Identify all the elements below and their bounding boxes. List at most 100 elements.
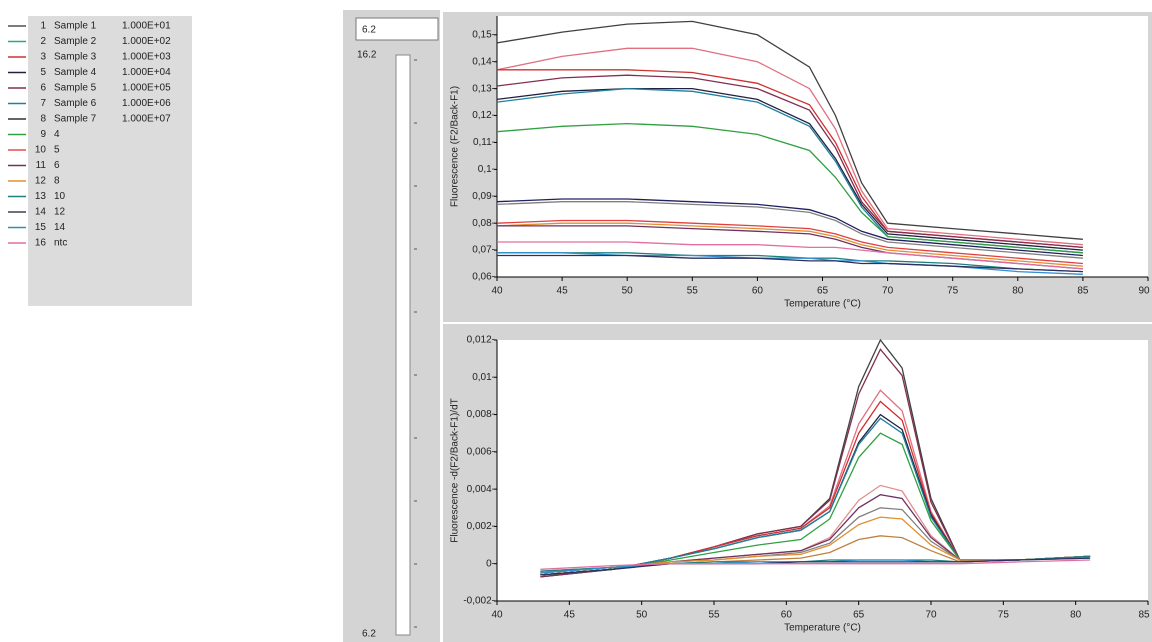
legend-name: 8 (54, 176, 60, 187)
legend-num: 11 (36, 160, 47, 171)
x-tick-label: 90 (1138, 286, 1150, 297)
y-tick-label: 0,07- (472, 245, 495, 256)
series-line (496, 47, 1083, 246)
legend-num: 1 (40, 21, 46, 32)
x-tick-label: 70 (882, 286, 894, 297)
x-tick-label: 80 (1070, 610, 1082, 621)
y-tick-label: 0,004- (467, 484, 495, 495)
x-tick-label: 85 (1077, 286, 1089, 297)
series-line (497, 254, 1083, 273)
x-tick-label: 55 (708, 610, 720, 621)
legend-num: 10 (35, 145, 47, 156)
x-tick-label: 45 (564, 610, 576, 621)
slider-input[interactable] (355, 17, 439, 41)
legend-num: 14 (35, 207, 47, 218)
y-tick-label: 0- (486, 558, 495, 569)
series-line (497, 241, 1083, 270)
x-tick-label: 75 (998, 610, 1010, 621)
y-tick-label: 0,13- (472, 83, 495, 94)
y-tick-label: 0,006- (467, 446, 495, 457)
x-tick-label: 50 (636, 610, 648, 621)
y-tick-label: 0,06- (472, 272, 495, 283)
legend-conc: 1.000E+07 (122, 114, 171, 125)
x-tick-label: 60 (781, 610, 793, 621)
y-tick-label: 0,11- (473, 137, 495, 148)
series-line (496, 219, 1083, 265)
legend-name: 6 (54, 160, 60, 171)
x-axis-label: Temperature (°C) (784, 623, 861, 634)
legend-name: Sample 5 (54, 83, 97, 94)
legend-num: 6 (40, 83, 46, 94)
legend-name: 4 (54, 129, 60, 140)
slider-panel (343, 10, 440, 642)
legend-name: 10 (54, 191, 66, 202)
y-axis-label: Fluorescence (F2/Back-F1) (450, 86, 461, 207)
series-line (540, 516, 1091, 574)
y-tick-label: 0,1- (478, 164, 495, 175)
legend-conc: 1.000E+01 (122, 21, 171, 32)
legend-name: Sample 6 (54, 98, 97, 109)
legend-panel (28, 16, 192, 306)
x-tick-label: 50 (622, 286, 634, 297)
x-axis-label: Temperature (°C) (784, 299, 861, 310)
legend-name: Sample 7 (54, 114, 97, 125)
x-tick-label: 80 (1012, 286, 1024, 297)
legend-name: 5 (54, 145, 60, 156)
legend-num: 16 (35, 238, 47, 249)
legend-name: Sample 3 (54, 52, 97, 63)
legend-num: 3 (40, 52, 46, 63)
series-line (540, 432, 1091, 576)
series-line (496, 222, 1083, 267)
y-tick-label: 0,14- (472, 56, 495, 67)
y-tick-label: 0,08- (472, 218, 495, 229)
x-tick-label: 65 (853, 610, 865, 621)
y-tick-label: 0,15- (472, 29, 495, 40)
plot-area (497, 340, 1148, 601)
x-tick-label: 60 (752, 286, 764, 297)
x-tick-label: 75 (947, 286, 959, 297)
y-axis-label: Fluorescence -d(F2/Back-F1)/dT (450, 398, 461, 543)
x-tick-label: 65 (817, 286, 829, 297)
x-tick-label: 70 (925, 610, 937, 621)
legend-num: 9 (40, 129, 46, 140)
legend-num: 2 (40, 36, 46, 47)
legend-name: ntc (54, 238, 67, 249)
legend-num: 8 (40, 114, 46, 125)
y-tick-label: -0,002- (463, 596, 495, 607)
x-tick-label: 55 (687, 286, 699, 297)
legend-conc: 1.000E+03 (122, 52, 171, 63)
legend-name: Sample 4 (54, 67, 97, 78)
y-tick-label: 0,01- (472, 372, 495, 383)
legend-name: Sample 1 (54, 21, 97, 32)
series-line (496, 198, 1083, 257)
series-line (496, 201, 1083, 259)
y-tick-label: 0,002- (467, 521, 495, 532)
legend-conc: 1.000E+06 (122, 98, 171, 109)
legend-num: 15 (35, 222, 47, 233)
series-line (496, 122, 1083, 254)
series-line (496, 20, 1083, 240)
plot-area (497, 16, 1148, 277)
legend-name: Sample 2 (54, 36, 97, 47)
y-tick-label: 0,012- (467, 335, 495, 346)
y-tick-label: 0,008- (467, 409, 495, 420)
legend-conc: 1.000E+02 (122, 36, 171, 47)
slider-track[interactable] (395, 54, 411, 636)
x-tick-label: 45 (557, 286, 569, 297)
x-tick-label: 40 (491, 286, 503, 297)
slider-input-value: 6.2 (362, 25, 376, 36)
legend-num: 5 (40, 67, 46, 78)
x-tick-label: 85 (1138, 610, 1150, 621)
legend-conc: 1.000E+05 (122, 83, 171, 94)
y-tick-label: 0,09- (472, 191, 495, 202)
y-tick-label: 0,12- (472, 110, 495, 121)
slider-min: 6.2 (362, 629, 376, 640)
legend-conc: 1.000E+04 (122, 67, 171, 78)
legend-num: 7 (40, 98, 46, 109)
legend-name: 14 (54, 222, 66, 233)
legend-num: 12 (35, 176, 47, 187)
x-tick-label: 40 (491, 610, 503, 621)
legend-num: 13 (35, 191, 47, 202)
